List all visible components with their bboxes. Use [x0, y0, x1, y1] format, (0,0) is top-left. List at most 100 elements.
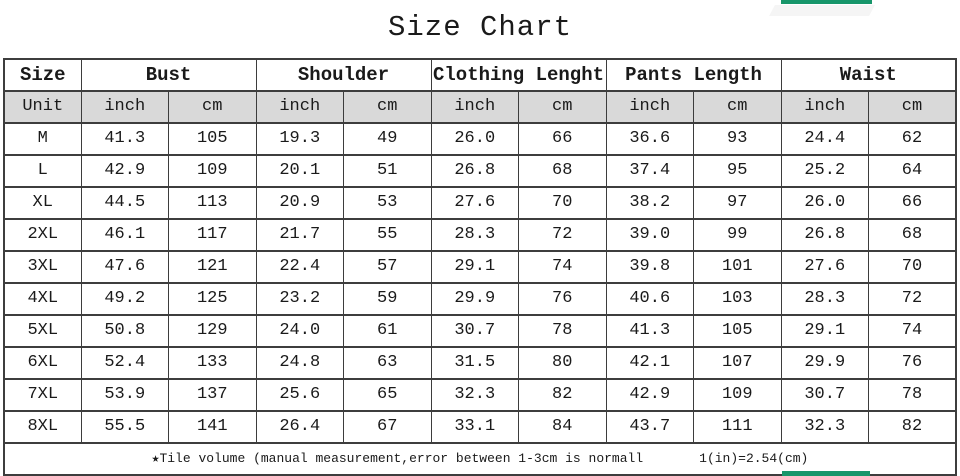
value-cell: 49 [343, 122, 432, 156]
value-cell: 37.4 [605, 154, 694, 188]
value-cell: 84 [518, 410, 607, 444]
value-cell: 141 [168, 410, 257, 444]
value-cell: 22.4 [255, 250, 344, 284]
column-group-clothing-lenght: Clothing Lenght [430, 58, 607, 92]
size-label: 8XL [3, 410, 82, 444]
value-cell: 111 [693, 410, 782, 444]
value-cell: 29.9 [430, 282, 519, 316]
value-cell: 107 [693, 346, 782, 380]
value-cell: 28.3 [430, 218, 519, 252]
value-cell: 82 [518, 378, 607, 412]
value-cell: 26.8 [780, 218, 869, 252]
value-cell: 53.9 [80, 378, 169, 412]
value-cell: 30.7 [780, 378, 869, 412]
unit-cell: cm [868, 90, 957, 124]
table-row: XL 44.5 113 20.9 53 27.6 70 38.2 97 26.0 66 [3, 186, 957, 220]
unit-cell: cm [518, 90, 607, 124]
unit-cell: inch [255, 90, 344, 124]
value-cell: 29.1 [430, 250, 519, 284]
value-cell: 93 [693, 122, 782, 156]
table-head: Size Bust Shoulder Clothing Lenght Pants Len… [3, 58, 957, 124]
size-label: M [3, 122, 82, 156]
value-cell: 26.0 [430, 122, 519, 156]
size-label: L [3, 154, 82, 188]
value-cell: 26.0 [780, 186, 869, 220]
size-label: 2XL [3, 218, 82, 252]
value-cell: 25.6 [255, 378, 344, 412]
value-cell: 29.9 [780, 346, 869, 380]
value-cell: 26.4 [255, 410, 344, 444]
value-cell: 72 [868, 282, 957, 316]
value-cell: 113 [168, 186, 257, 220]
column-group-shoulder: Shoulder [255, 58, 432, 92]
value-cell: 25.2 [780, 154, 869, 188]
value-cell: 39.8 [605, 250, 694, 284]
table-row: 7XL 53.9 137 25.6 65 32.3 82 42.9 109 30.7 78 [3, 378, 957, 412]
value-cell: 24.8 [255, 346, 344, 380]
unit-cell: cm [168, 90, 257, 124]
value-cell: 44.5 [80, 186, 169, 220]
value-cell: 39.0 [605, 218, 694, 252]
value-cell: 49.2 [80, 282, 169, 316]
value-cell: 31.5 [430, 346, 519, 380]
value-cell: 27.6 [780, 250, 869, 284]
column-group-size: Size [3, 58, 82, 92]
value-cell: 36.6 [605, 122, 694, 156]
value-cell: 68 [868, 218, 957, 252]
value-cell: 30.7 [430, 314, 519, 348]
unit-cell: inch [430, 90, 519, 124]
value-cell: 24.4 [780, 122, 869, 156]
value-cell: 129 [168, 314, 257, 348]
value-cell: 61 [343, 314, 432, 348]
green-accent-bar-top [781, 0, 872, 4]
value-cell: 80 [518, 346, 607, 380]
value-cell: 26.8 [430, 154, 519, 188]
table-row: M 41.3 105 19.3 49 26.0 66 36.6 93 24.4 62 [3, 122, 957, 156]
value-cell: 42.9 [80, 154, 169, 188]
value-cell: 46.1 [80, 218, 169, 252]
value-cell: 64 [868, 154, 957, 188]
size-label: 3XL [3, 250, 82, 284]
size-label: 6XL [3, 346, 82, 380]
value-cell: 20.1 [255, 154, 344, 188]
value-cell: 41.3 [80, 122, 169, 156]
table-row: 4XL 49.2 125 23.2 59 29.9 76 40.6 103 28.3 72 [3, 282, 957, 316]
size-chart-table: Size Bust Shoulder Clothing Lenght Pants Len… [3, 58, 957, 476]
table-body: M 41.3 105 19.3 49 26.0 66 36.6 93 24.4 62 L 42.9 109… [3, 122, 957, 444]
table-row: 5XL 50.8 129 24.0 61 30.7 78 41.3 105 29.1 74 [3, 314, 957, 348]
value-cell: 28.3 [780, 282, 869, 316]
value-cell: 55 [343, 218, 432, 252]
value-cell: 109 [168, 154, 257, 188]
unit-cell: inch [605, 90, 694, 124]
value-cell: 76 [518, 282, 607, 316]
size-label: 4XL [3, 282, 82, 316]
value-cell: 66 [868, 186, 957, 220]
column-group-row: Size Bust Shoulder Clothing Lenght Pants Len… [3, 58, 957, 92]
unit-cell: inch [780, 90, 869, 124]
value-cell: 43.7 [605, 410, 694, 444]
unit-row: Unit inch cm inch cm inch cm inch cm inch cm [3, 90, 957, 124]
value-cell: 55.5 [80, 410, 169, 444]
value-cell: 65 [343, 378, 432, 412]
value-cell: 24.0 [255, 314, 344, 348]
value-cell: 76 [868, 346, 957, 380]
value-cell: 27.6 [430, 186, 519, 220]
value-cell: 109 [693, 378, 782, 412]
value-cell: 53 [343, 186, 432, 220]
value-cell: 23.2 [255, 282, 344, 316]
value-cell: 32.3 [430, 378, 519, 412]
value-cell: 29.1 [780, 314, 869, 348]
column-group-bust: Bust [80, 58, 257, 92]
value-cell: 38.2 [605, 186, 694, 220]
size-label: XL [3, 186, 82, 220]
size-label: 5XL [3, 314, 82, 348]
value-cell: 67 [343, 410, 432, 444]
value-cell: 42.1 [605, 346, 694, 380]
value-cell: 99 [693, 218, 782, 252]
unit-cell: inch [80, 90, 169, 124]
value-cell: 33.1 [430, 410, 519, 444]
value-cell: 117 [168, 218, 257, 252]
value-cell: 82 [868, 410, 957, 444]
value-cell: 74 [868, 314, 957, 348]
measurement-note: ★Tile volume (manual measurement,error b… [151, 451, 644, 466]
